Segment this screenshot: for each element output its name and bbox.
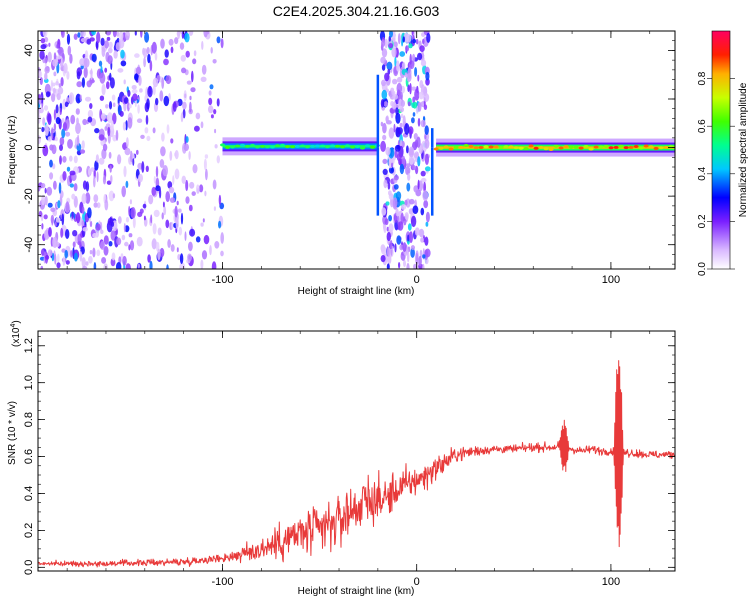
colorbar-tick-label: 0.4 (697, 166, 708, 180)
x-tick-label: 0 (414, 576, 420, 588)
colorbar-gradient (711, 30, 731, 270)
y-tick-label: 20 (23, 93, 35, 105)
y-tick-label: 1.2 (23, 338, 35, 353)
spectrogram-panel: -100 0 100 -40 -20 0 20 40 Height of straight l… (7, 30, 676, 297)
colorbar-tick-label: 0.6 (697, 119, 708, 133)
snr-y-multiplier-base: (x10 (11, 327, 22, 347)
y-tick-label: -20 (23, 188, 35, 204)
snr-series-line (38, 360, 675, 568)
colorbar-ticks: 0.0 0.2 0.4 0.6 0.8 (697, 71, 735, 276)
spectrogram-feature (220, 137, 380, 156)
y-tick-label: 0.2 (23, 523, 35, 538)
colorbar-tick-label: 0.2 (697, 214, 708, 228)
y-tick-label: 0.8 (23, 412, 35, 427)
y-tick-label: 0.0 (23, 560, 35, 575)
y-tick-label: 0 (23, 145, 35, 151)
spectrogram-feature (38, 31, 225, 269)
snr-y-multiplier-exp: 4 (10, 324, 17, 328)
spectrogram-image (38, 31, 675, 269)
snr-ylabel: SNR (10 * v/v) (7, 401, 18, 465)
y-tick-label: 0.4 (23, 486, 35, 501)
y-tick-label: 1.0 (23, 375, 35, 390)
snr-frame (37, 330, 676, 572)
colorbar-tick-label: 0.8 (697, 71, 708, 85)
snr-plot-area (38, 360, 675, 568)
spectrogram-ylabel: Frequency (Hz) (7, 116, 18, 185)
colorbar-tick-label: 0.0 (697, 262, 708, 276)
snr-panel: -100 0 100 0.0 0.2 0.4 0.6 0.8 1.0 1.2 Height of … (7, 320, 676, 597)
y-tick-label: 0.6 (23, 449, 35, 464)
snr-axes: -100 0 100 0.0 0.2 0.4 0.6 0.8 1.0 1.2 (23, 331, 675, 588)
colorbar: 0.0 0.2 0.4 0.6 0.8 Normalized spectral ampl… (697, 30, 749, 276)
spectrogram-xlabel: Height of straight line (km) (298, 286, 415, 297)
x-tick-label: 0 (414, 274, 420, 286)
y-tick-label: 40 (23, 44, 35, 56)
spectrogram-axes: -100 0 100 -40 -20 0 20 40 (23, 30, 675, 286)
snr-y-multiplier: (x104) (10, 320, 22, 347)
colorbar-label: Normalized spectral amplitude (738, 82, 749, 217)
spectrogram-frame (37, 30, 676, 270)
x-tick-label: -100 (211, 274, 233, 286)
snr-xlabel: Height of straight line (km) (298, 586, 415, 597)
svg-text:(x104): (x104) (10, 320, 22, 347)
figure-title: C2E4.2025.304.21.16.G03 (273, 3, 440, 19)
spectrogram-feature (379, 31, 431, 269)
x-tick-label: -100 (211, 576, 233, 588)
x-tick-label: 100 (602, 576, 620, 588)
y-tick-label: -40 (23, 237, 35, 253)
spectrogram-feature (433, 138, 675, 157)
x-tick-label: 100 (602, 274, 620, 286)
